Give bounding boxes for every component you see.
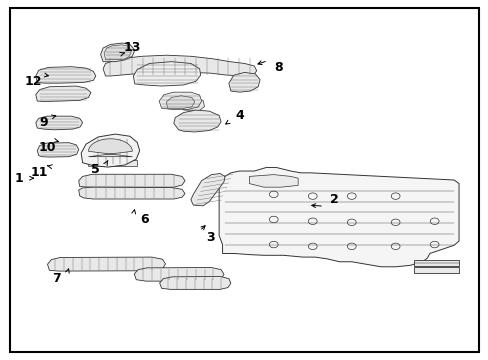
Polygon shape	[81, 134, 140, 167]
Text: 2: 2	[330, 193, 338, 206]
Polygon shape	[228, 72, 260, 92]
Text: 12: 12	[24, 75, 42, 88]
Polygon shape	[190, 174, 224, 206]
Text: 4: 4	[235, 109, 244, 122]
Text: 3: 3	[205, 231, 214, 244]
Polygon shape	[134, 267, 224, 281]
Polygon shape	[166, 96, 194, 109]
Text: 5: 5	[91, 163, 100, 176]
Polygon shape	[159, 92, 201, 109]
Text: 9: 9	[39, 116, 48, 129]
Polygon shape	[173, 110, 221, 132]
Polygon shape	[249, 175, 298, 187]
Text: 10: 10	[38, 141, 56, 154]
Polygon shape	[219, 167, 458, 267]
Text: 8: 8	[274, 60, 283, 73]
Polygon shape	[47, 257, 165, 271]
Polygon shape	[103, 55, 256, 76]
Polygon shape	[182, 98, 204, 111]
Polygon shape	[413, 260, 458, 266]
Polygon shape	[79, 174, 184, 187]
Polygon shape	[88, 160, 137, 166]
Polygon shape	[79, 187, 184, 199]
Polygon shape	[101, 43, 135, 62]
Text: 6: 6	[140, 213, 148, 226]
Polygon shape	[133, 62, 200, 86]
Polygon shape	[88, 139, 132, 157]
Polygon shape	[37, 143, 79, 157]
Polygon shape	[159, 276, 230, 289]
Text: 13: 13	[123, 41, 141, 54]
Text: 1: 1	[15, 172, 23, 185]
Text: 11: 11	[31, 166, 48, 179]
Polygon shape	[413, 267, 458, 273]
Polygon shape	[36, 86, 91, 102]
Polygon shape	[36, 67, 96, 83]
Polygon shape	[104, 45, 131, 60]
Text: 7: 7	[52, 272, 61, 285]
Polygon shape	[36, 116, 82, 130]
